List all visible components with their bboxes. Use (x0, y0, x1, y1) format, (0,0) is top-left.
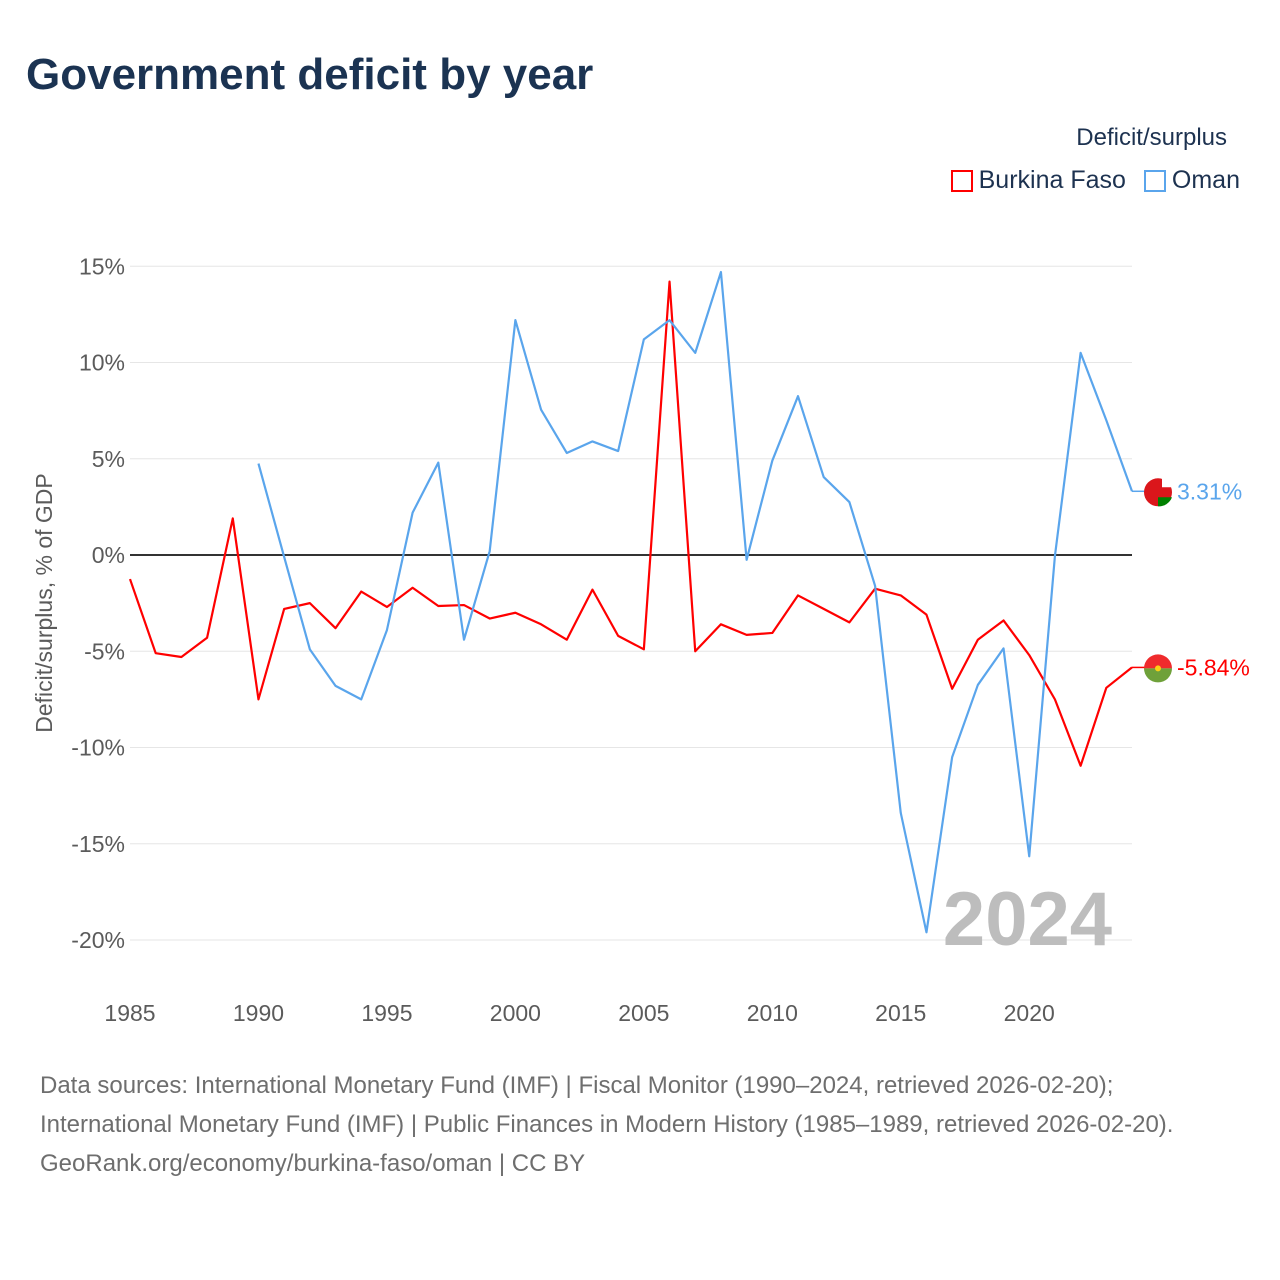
x-tick-label: 2015 (875, 1000, 926, 1026)
legend-label: Oman (1171, 166, 1240, 194)
legend: Burkina Faso Oman (950, 166, 1240, 195)
x-tick-label: 2020 (1004, 1000, 1055, 1026)
y-tick-label: 15% (79, 253, 125, 279)
data-sources-text: Data sources: International Monetary Fun… (40, 1072, 1174, 1138)
x-tick-label: 1995 (361, 1000, 412, 1026)
legend-item-burkina-faso[interactable]: Burkina Faso (950, 166, 1126, 195)
legend-swatch-oman (1143, 169, 1166, 192)
flag-burkina-faso-green (1144, 668, 1172, 683)
y-axis-label: Deficit/surplus, % of GDP (31, 473, 57, 732)
end-label-burkina-faso: -5.84% (1177, 654, 1250, 680)
series-line-burkina-faso (128, 280, 1133, 767)
x-tick-label: 1985 (104, 1000, 155, 1026)
chart-title: Government deficit by year (26, 50, 594, 99)
flag-burkina-faso-icon (1144, 654, 1172, 669)
year-watermark: 2024 (943, 877, 1112, 962)
flag-oman-green (1158, 497, 1172, 507)
y-tick-label: -20% (71, 927, 125, 953)
y-tick-label: 10% (79, 350, 125, 376)
end-label-oman: 3.31% (1177, 478, 1242, 504)
flag-star (1155, 665, 1161, 672)
x-tick-label: 2000 (490, 1000, 541, 1026)
credit-link[interactable]: GeoRank.org/economy/burkina-faso/oman | … (40, 1150, 586, 1177)
sources: Data sources: International Monetary Fun… (40, 1066, 1240, 1183)
legend-title: Deficit/surplus (1076, 124, 1227, 151)
x-tick-label: 2005 (618, 1000, 669, 1026)
x-tick-label: 1990 (233, 1000, 284, 1026)
y-tick-label: -5% (84, 638, 125, 664)
legend-item-oman[interactable]: Oman (1143, 166, 1240, 195)
y-tick-label: 5% (92, 446, 125, 472)
x-tick-label: 2010 (747, 1000, 798, 1026)
plot-area: 15% 10% 5% 0% -5% -10% -15% -20% 1985 1990 1995 200… (31, 253, 1250, 1026)
flag-oman-white (1162, 478, 1172, 488)
y-tick-label: -15% (71, 831, 125, 857)
legend-label: Burkina Faso (978, 166, 1126, 194)
legend-swatch-burkina-faso (950, 169, 973, 192)
series-line-oman (257, 270, 1134, 934)
y-tick-label: -10% (71, 735, 125, 761)
y-tick-label: 0% (92, 542, 125, 568)
